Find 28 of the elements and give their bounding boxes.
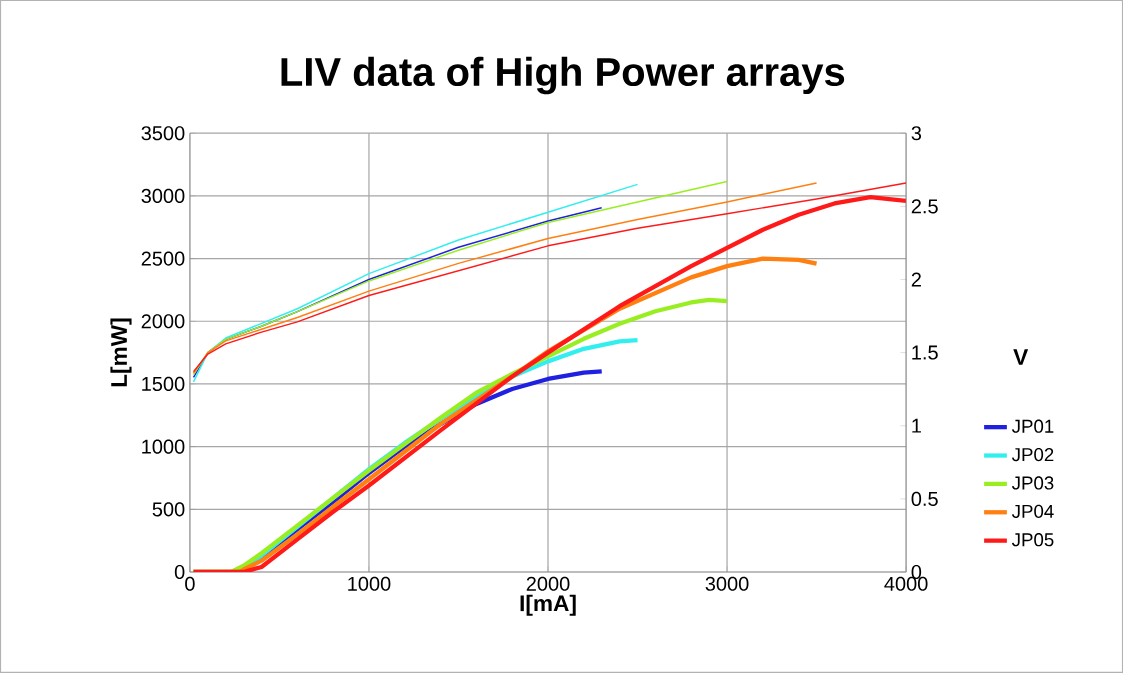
y-tick-label: 0 [174, 564, 185, 580]
y-tick-label: 1000 [142, 439, 185, 454]
y-tick-label: 2500 [141, 251, 185, 266]
legend-label: JP02 [1011, 448, 1054, 462]
y2-tick-label: 1 [912, 418, 921, 433]
x-tick-label: 3000 [705, 576, 749, 591]
x-tick-label: 2000 [526, 576, 570, 591]
y-tick-label: 1500 [142, 376, 185, 392]
legend-label: JP01 [1011, 419, 1054, 433]
y2-tick-label: 2.5 [911, 199, 938, 214]
y2-tick-label: 3 [911, 126, 922, 141]
y-tick-label: 500 [152, 502, 185, 517]
line-series [192, 180, 728, 376]
legend-label: JP04 [1011, 504, 1054, 519]
y-tick-label: 3500 [141, 126, 185, 141]
legend-label: JP03 [1011, 476, 1054, 490]
x-tick-label: 0 [185, 576, 195, 591]
legend-label: JP05 [1011, 533, 1054, 547]
x-axis-title: I[mA] [520, 594, 576, 616]
y2-axis-title: V [1013, 349, 1029, 365]
chart-title: LIV data of High Power arrays [281, 56, 845, 95]
y2-tick-label: 1.5 [912, 345, 938, 360]
y2-tick-label: 0.5 [911, 491, 938, 506]
y-tick-label: 2000 [141, 314, 185, 329]
y-tick-label: 3000 [141, 188, 185, 204]
y2-tick-label: 2 [911, 272, 921, 287]
x-tick-label: 1000 [348, 576, 391, 591]
y-axis-title: L[mW] [110, 318, 132, 387]
